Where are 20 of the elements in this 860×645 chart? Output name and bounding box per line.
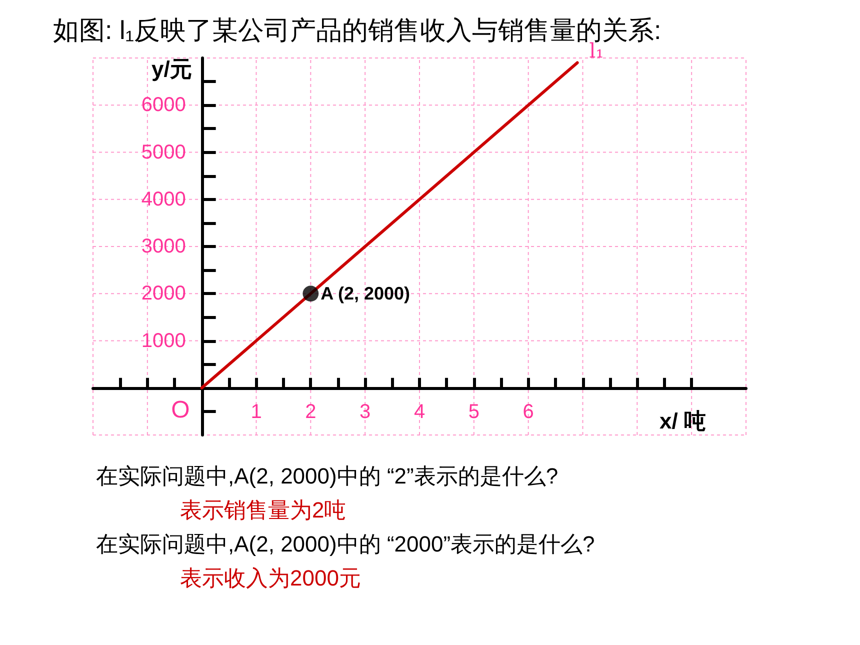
text: 在实际问题中,A(2, 2000)中的 “2”表示的是什么? xyxy=(96,464,558,488)
y-tick-label: 2000 xyxy=(141,282,186,305)
y-tick-label: 5000 xyxy=(141,141,186,164)
text: 在实际问题中,A(2, 2000)中的 “2000”表示的是什么? xyxy=(96,532,595,556)
y-tick-label: 1000 xyxy=(141,330,186,352)
x-tick-label: 6 xyxy=(522,400,534,423)
x-tick-label: 4 xyxy=(414,400,426,423)
text: 表示收入为2000元 xyxy=(180,566,361,590)
x-tick-label: 3 xyxy=(360,400,371,423)
text: 表示销售量为2吨 xyxy=(180,498,346,522)
x-tick-label: 1 xyxy=(250,400,262,423)
y-tick-label: 3000 xyxy=(141,236,186,258)
x-axis-title: x/ 吨 xyxy=(660,408,706,434)
y-tick-label: 6000 xyxy=(141,94,186,116)
y-tick-label: 4000 xyxy=(141,188,186,210)
annotation: O xyxy=(171,396,190,424)
annotation: A (2, 2000) xyxy=(320,284,410,304)
x-tick-label: 5 xyxy=(468,400,480,423)
y-axis-title: y/元 xyxy=(151,56,192,82)
x-tick-label: 2 xyxy=(305,400,316,423)
